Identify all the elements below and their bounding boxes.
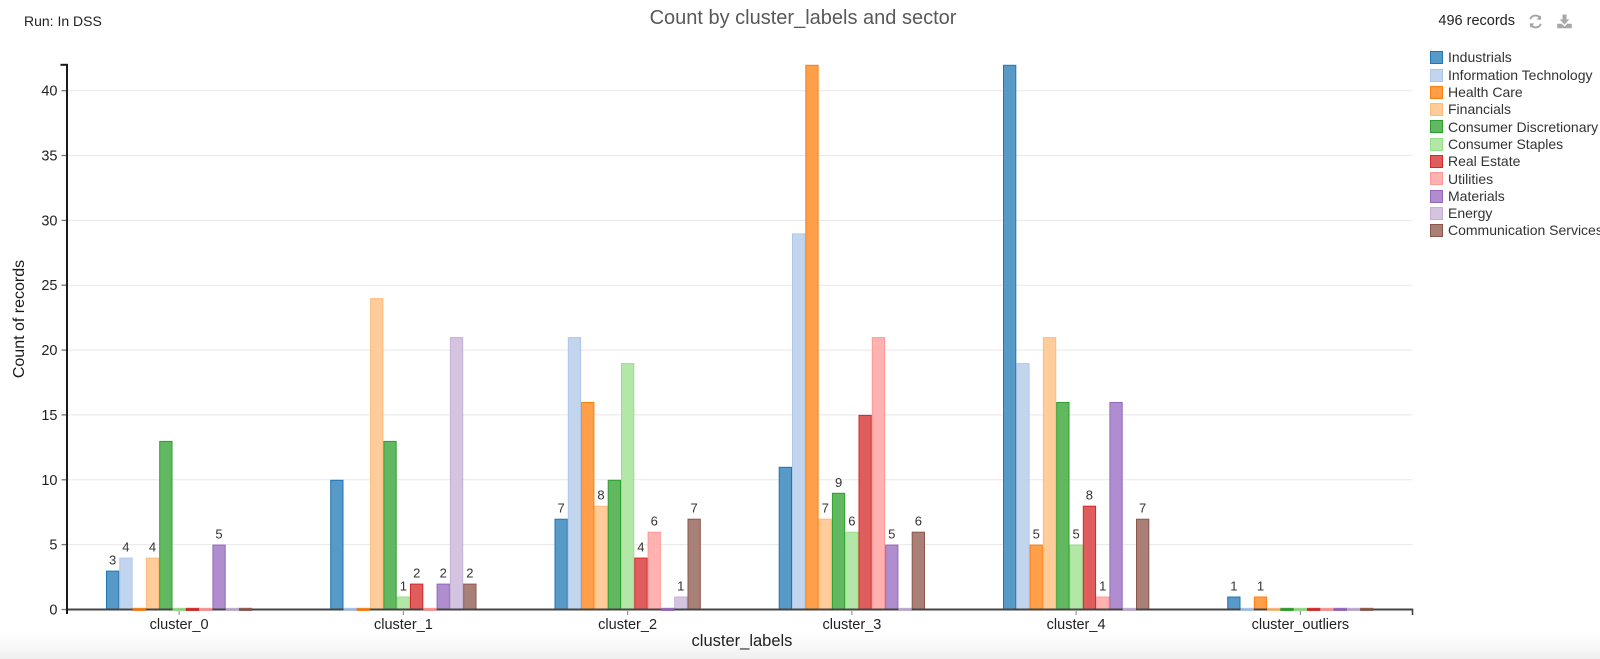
svg-text:5: 5 <box>1072 527 1079 542</box>
svg-text:40: 40 <box>41 84 57 100</box>
svg-text:8: 8 <box>1086 488 1093 503</box>
svg-text:6: 6 <box>915 514 922 529</box>
svg-text:1: 1 <box>677 579 684 594</box>
svg-text:25: 25 <box>41 278 57 294</box>
svg-text:cluster_0: cluster_0 <box>150 617 209 633</box>
svg-text:9: 9 <box>835 475 842 490</box>
svg-text:6: 6 <box>848 514 855 529</box>
svg-text:5: 5 <box>215 527 222 542</box>
svg-text:5: 5 <box>888 527 895 542</box>
svg-text:1: 1 <box>1257 579 1264 594</box>
svg-text:3: 3 <box>109 553 116 568</box>
svg-text:7: 7 <box>557 501 564 516</box>
svg-text:20: 20 <box>41 343 57 359</box>
svg-text:0: 0 <box>49 603 57 619</box>
svg-text:35: 35 <box>41 149 57 165</box>
svg-text:cluster_4: cluster_4 <box>1047 617 1106 633</box>
svg-text:15: 15 <box>41 408 57 424</box>
svg-text:4: 4 <box>637 540 644 555</box>
svg-text:2: 2 <box>413 566 420 581</box>
svg-text:2: 2 <box>466 566 473 581</box>
svg-text:5: 5 <box>1033 527 1040 542</box>
svg-text:cluster_1: cluster_1 <box>374 617 433 633</box>
svg-text:4: 4 <box>149 540 156 555</box>
svg-text:7: 7 <box>822 501 829 516</box>
svg-text:6: 6 <box>651 514 658 529</box>
svg-text:30: 30 <box>41 213 57 229</box>
svg-text:8: 8 <box>597 488 604 503</box>
svg-text:cluster_outliers: cluster_outliers <box>1252 617 1350 633</box>
svg-text:2: 2 <box>440 566 447 581</box>
svg-text:5: 5 <box>49 538 57 554</box>
svg-text:1: 1 <box>400 579 407 594</box>
svg-text:7: 7 <box>690 501 697 516</box>
svg-text:4: 4 <box>122 540 129 555</box>
svg-text:1: 1 <box>1230 579 1237 594</box>
svg-text:7: 7 <box>1139 501 1146 516</box>
svg-text:cluster_3: cluster_3 <box>822 617 881 633</box>
svg-text:10: 10 <box>41 473 57 489</box>
svg-text:cluster_2: cluster_2 <box>598 617 657 633</box>
svg-text:1: 1 <box>1099 579 1106 594</box>
